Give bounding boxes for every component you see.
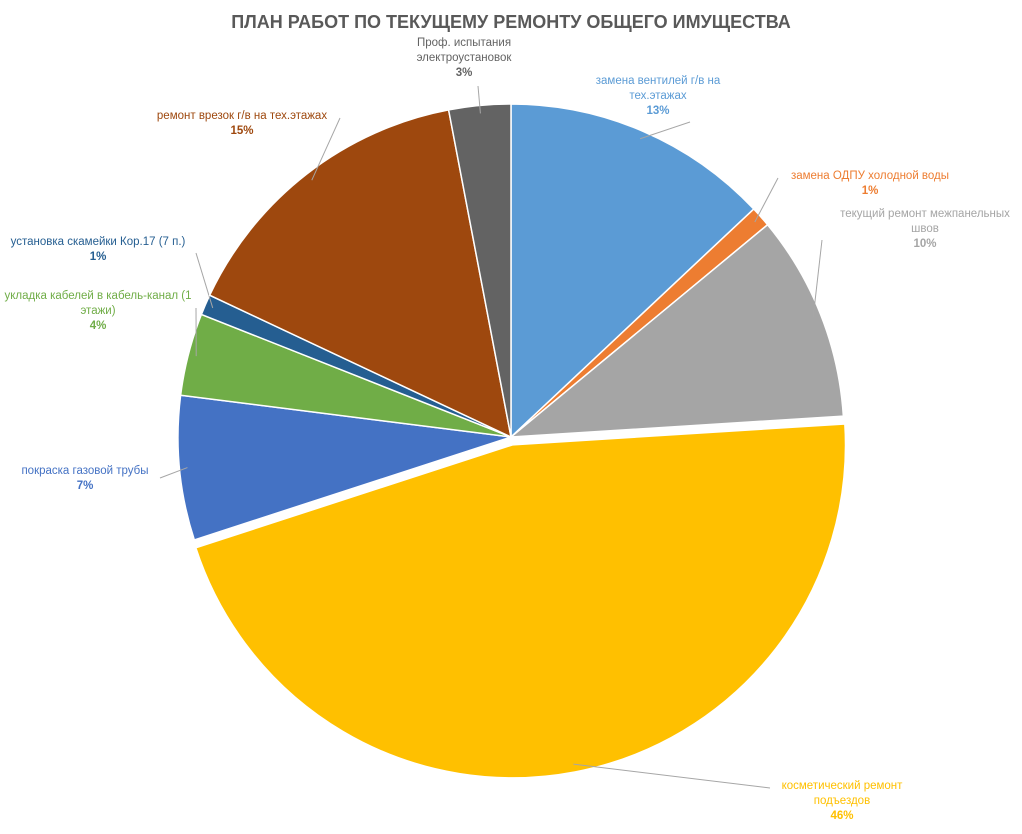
leader-line (812, 239, 823, 318)
category-label: укладка кабелей в кабель-канал (1 этажи) (4, 290, 192, 317)
leader-line (573, 763, 771, 789)
pie-slice (194, 423, 847, 779)
category-label: установка скамейки Кор.17 (7 п.) (10, 236, 186, 248)
value-label: 15% (230, 125, 254, 137)
leader-line (754, 177, 779, 223)
pie-slice (177, 394, 512, 541)
leader-line (195, 252, 214, 309)
pie-slice (510, 103, 755, 439)
pie-slice (508, 223, 845, 438)
category-label: замена вентилей г/в на тех.этажах (595, 75, 721, 102)
leader-line (159, 467, 188, 479)
value-label: 1% (89, 251, 107, 263)
leader-line (639, 121, 691, 140)
value-label: 7% (76, 480, 94, 492)
category-label: Проф. испытания электроустановок (416, 37, 512, 64)
chart-title: ПЛАН РАБОТ ПО ТЕКУЩЕМУ РЕМОНТУ ОБЩЕГО ИМ… (231, 12, 791, 32)
data-label: замена вентилей г/в на тех.этажах 13% (583, 74, 733, 119)
data-label: установка скамейки Кор.17 (7 п.) 1% (0, 235, 198, 265)
data-label: косметический ремонт подъездов 46% (762, 779, 922, 824)
category-label: покраска газовой трубы (21, 465, 149, 477)
category-label: ремонт врезок г/в на тех.этажах (156, 110, 328, 122)
category-label: текущий ремонт межпанельных швов (840, 208, 1010, 235)
value-label: 13% (646, 105, 670, 117)
data-label: текущий ремонт межпанельных швов 10% (825, 207, 1022, 252)
data-label: Проф. испытания электроустановок 3% (399, 36, 529, 81)
value-label: 4% (89, 320, 107, 332)
data-label: укладка кабелей в кабель-канал (1 этажи)… (0, 289, 198, 334)
value-label: 10% (913, 238, 937, 250)
pie-slice (208, 109, 513, 439)
leader-line (311, 117, 341, 181)
value-label: 3% (455, 67, 473, 79)
value-label: 1% (861, 185, 879, 197)
leader-line (477, 85, 481, 114)
value-label: 46% (830, 810, 854, 822)
data-label: покраска газовой трубы 7% (5, 464, 165, 494)
category-label: косметический ремонт подъездов (781, 780, 903, 807)
data-label: замена ОДПУ холодной воды 1% (775, 169, 965, 199)
category-label: замена ОДПУ холодной воды (790, 170, 950, 182)
data-label: ремонт врезок г/в на тех.этажах 15% (142, 109, 342, 139)
